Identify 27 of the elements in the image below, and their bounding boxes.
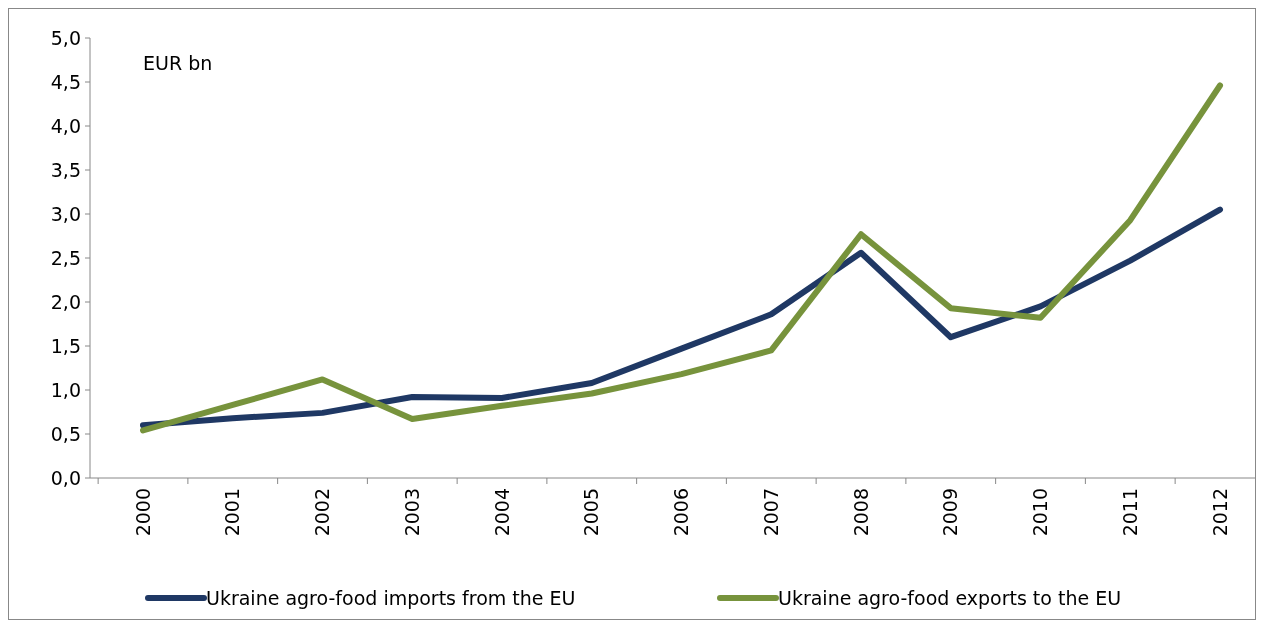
x-tick-label: 2005 xyxy=(580,488,603,537)
x-tick-label: 2011 xyxy=(1118,488,1141,537)
y-tick-label: 3,0 xyxy=(50,202,81,225)
x-tick-label: 2003 xyxy=(400,488,423,537)
x-tick-label: 2006 xyxy=(670,488,693,537)
x-tick-label: 2010 xyxy=(1029,488,1052,537)
x-tick-label: 2012 xyxy=(1208,488,1231,537)
y-tick-label: 4,0 xyxy=(50,114,81,137)
y-tick-label: 5,0 xyxy=(50,26,81,49)
y-tick-label: 3,5 xyxy=(50,158,81,181)
y-tick-label: 1,0 xyxy=(50,378,81,401)
x-tick-label: 2001 xyxy=(221,488,244,537)
y-tick-label: 0,0 xyxy=(50,466,81,489)
x-tick-label: 2000 xyxy=(131,488,154,537)
x-tick-label: 2009 xyxy=(939,488,962,537)
y-axis-title: EUR bn xyxy=(143,51,213,74)
x-tick-label: 2007 xyxy=(759,488,782,537)
x-tick-label: 2008 xyxy=(849,488,872,537)
y-tick-label: 2,0 xyxy=(50,290,81,313)
legend-label: Ukraine agro-food imports from the EU xyxy=(206,586,576,609)
y-tick-label: 4,5 xyxy=(50,70,81,93)
y-tick-label: 2,5 xyxy=(50,246,81,269)
x-tick-label: 2004 xyxy=(490,488,513,537)
y-tick-label: 1,5 xyxy=(50,334,81,357)
legend-label: Ukraine agro-food exports to the EU xyxy=(778,586,1122,609)
x-tick-label: 2002 xyxy=(311,488,334,537)
y-tick-label: 0,5 xyxy=(50,422,81,445)
